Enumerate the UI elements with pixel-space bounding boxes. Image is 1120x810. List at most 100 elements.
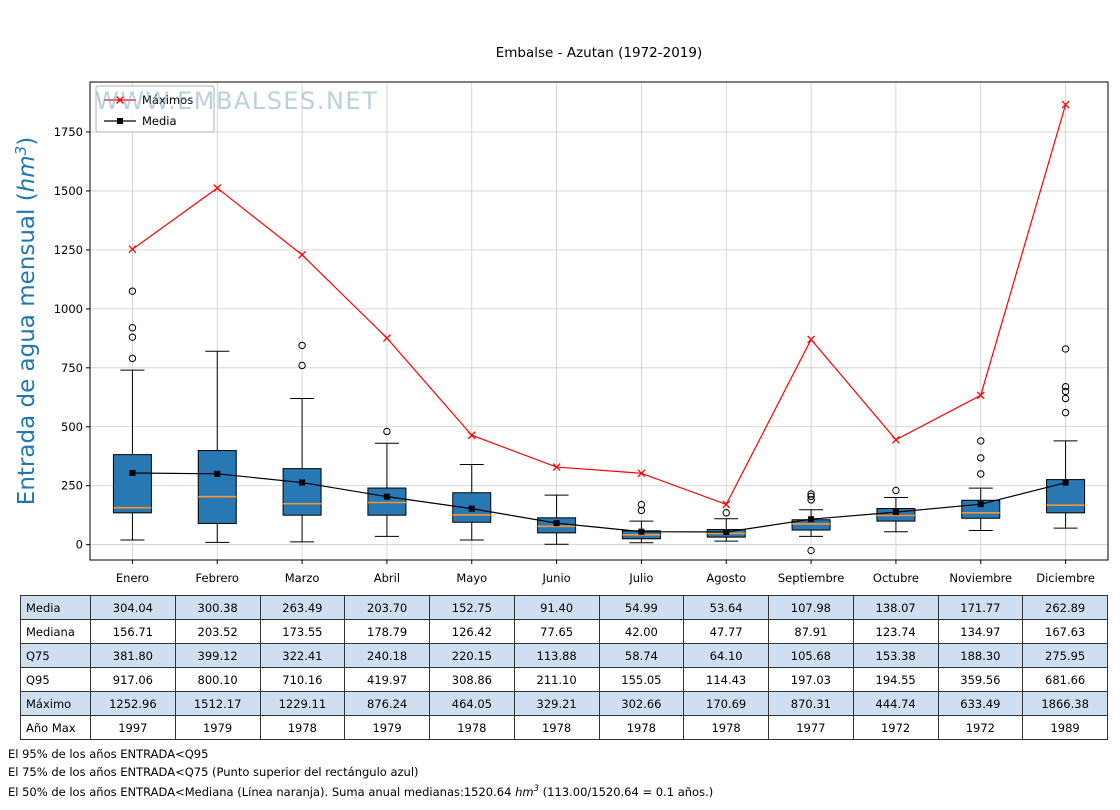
outlier-point xyxy=(977,437,985,445)
table-cell: 178.79 xyxy=(344,619,430,644)
table-cell: 1972 xyxy=(852,715,939,740)
footer-note-mediana-text: El 50% de los años ENTRADA<Mediana (Líne… xyxy=(8,784,516,799)
table-cell: 105.68 xyxy=(768,643,854,668)
outlier-point xyxy=(1061,408,1070,417)
table-cell: 53.64 xyxy=(683,595,769,620)
table-cell: 302.66 xyxy=(598,691,685,716)
x-tick-label-month: Julio xyxy=(628,571,653,585)
boxplot-junio xyxy=(537,494,577,545)
outlier-point xyxy=(1061,387,1070,396)
axis-ticks: 0 250 500 750 1000 1250 1500 1750 Enero Febrero Ma… xyxy=(54,125,1095,585)
table-cell: 194.55 xyxy=(852,667,939,692)
outlier-point xyxy=(637,506,646,515)
table-cell: 262.89 xyxy=(1022,595,1108,620)
maximos-line xyxy=(128,100,1070,509)
table-cell: 359.56 xyxy=(937,667,1024,692)
outlier-point xyxy=(1061,345,1070,353)
boxplot-julio xyxy=(621,500,661,544)
square-marker-icon xyxy=(117,118,123,124)
table-cell: 710.16 xyxy=(259,667,346,692)
table-cell: 1252.96 xyxy=(90,691,176,716)
table-cell: 156.71 xyxy=(90,619,176,644)
footer-unit-hm: hm xyxy=(515,784,534,799)
footer-note-q75: El 75% de los años ENTRADA<Q75 (Punto su… xyxy=(8,764,419,779)
outlier-point xyxy=(128,324,137,332)
box xyxy=(112,454,152,514)
y-tick-label: 750 xyxy=(61,361,83,375)
table-cell: 64.10 xyxy=(683,643,769,668)
chart-title: Embalse - Azutan (1972-2019) xyxy=(495,45,703,61)
table-cell: 91.40 xyxy=(513,595,600,620)
table-cell: 220.15 xyxy=(429,643,515,668)
table-row: Media 304.04 300.38 263.49 203.70 152.75 91.40… xyxy=(20,595,1108,620)
boxplot-abril xyxy=(367,427,407,537)
table-cell: 1977 xyxy=(768,715,854,740)
x-tick-label-month: Diciembre xyxy=(1036,571,1095,585)
boxplot-septiembre xyxy=(791,490,831,555)
outlier-point xyxy=(383,427,391,436)
row-label: Año Max xyxy=(20,715,91,740)
table-cell: 113.88 xyxy=(513,643,600,668)
y-tick-label: 0 xyxy=(76,538,83,552)
table-cell: 197.03 xyxy=(768,667,854,692)
table-cell: 399.12 xyxy=(174,643,261,668)
table-cell: 681.66 xyxy=(1022,667,1108,692)
box xyxy=(367,487,407,516)
table-cell: 870.31 xyxy=(768,691,854,716)
table-cell: 152.75 xyxy=(429,595,515,620)
footer-note-q95: El 95% de los años ENTRADA<Q95 xyxy=(8,747,209,761)
legend: Máximos Media xyxy=(95,85,215,133)
y-axis-label: Entrada de agua mensual (hm3) xyxy=(12,137,40,505)
outlier-point xyxy=(298,341,306,350)
boxplot-marzo xyxy=(282,341,322,543)
table-cell: 1989 xyxy=(1022,715,1108,740)
outlier-point xyxy=(807,496,815,504)
table-cell: 304.04 xyxy=(90,595,176,620)
table-cell: 633.49 xyxy=(937,691,1024,716)
table-cell: 419.97 xyxy=(344,667,430,692)
outlier-point xyxy=(892,486,900,495)
outlier-point xyxy=(807,546,815,555)
x-tick-label-month: Abril xyxy=(374,571,400,585)
table-cell: 300.38 xyxy=(174,595,261,620)
x-tick-label-month: Marzo xyxy=(285,571,320,585)
table-cell: 240.18 xyxy=(344,643,430,668)
outlier-point xyxy=(1061,394,1070,403)
table-row: Mediana 156.71 203.52 173.55 178.79 126.42 77.… xyxy=(20,619,1108,644)
y-tick-label: 1000 xyxy=(54,302,83,316)
plot-grid xyxy=(90,82,1108,560)
table-cell: 444.74 xyxy=(852,691,939,716)
table-row: Q75 381.80 399.12 322.41 240.18 220.15 113.88 5… xyxy=(20,643,1108,668)
table-cell: 322.41 xyxy=(259,643,346,668)
table-cell: 1972 xyxy=(937,715,1024,740)
boxplot-mayo xyxy=(452,463,492,541)
table-cell: 138.07 xyxy=(852,595,939,620)
table-cell: 155.05 xyxy=(598,667,685,692)
outlier-point xyxy=(637,500,646,509)
monthly-stats-table: Media 304.04 300.38 263.49 203.70 152.75 91.40… xyxy=(20,595,1108,740)
row-label: Q95 xyxy=(20,667,91,692)
legend-label-maximos: Máximos xyxy=(142,93,193,107)
table-cell: 381.80 xyxy=(90,643,176,668)
table-cell: 123.74 xyxy=(852,619,939,644)
box xyxy=(197,450,237,524)
table-cell: 1512.17 xyxy=(174,691,261,716)
table-cell: 126.42 xyxy=(429,619,515,644)
x-tick-label-month: Noviembre xyxy=(949,571,1012,585)
table-cell: 153.38 xyxy=(852,643,939,668)
table-cell: 917.06 xyxy=(90,667,176,692)
outlier-point xyxy=(128,287,137,295)
y-tick-label: 250 xyxy=(61,479,83,493)
table-cell: 114.43 xyxy=(683,667,769,692)
table-cell: 1866.38 xyxy=(1022,691,1108,716)
table-cell: 170.69 xyxy=(683,691,769,716)
table-cell: 188.30 xyxy=(937,643,1024,668)
boxplot-febrero xyxy=(197,350,237,543)
table-cell: 167.63 xyxy=(1022,619,1108,644)
outlier-point xyxy=(977,470,985,478)
outlier-point xyxy=(128,354,137,363)
table-cell: 1978 xyxy=(598,715,685,740)
outlier-point xyxy=(807,492,815,501)
boxplot-chart: 0 250 500 750 1000 1250 1500 1750 Enero Febrero Ma… xyxy=(12,81,1109,585)
